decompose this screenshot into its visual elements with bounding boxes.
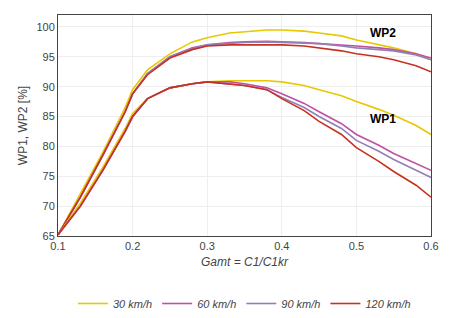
svg-text:95: 95 [43, 51, 55, 63]
svg-text:30 km/h: 30 km/h [113, 298, 152, 310]
svg-text:0.1: 0.1 [50, 240, 65, 252]
svg-text:0.3: 0.3 [200, 240, 215, 252]
svg-text:WP2: WP2 [370, 26, 396, 40]
svg-text:70: 70 [43, 200, 55, 212]
svg-text:80: 80 [43, 140, 55, 152]
svg-text:75: 75 [43, 170, 55, 182]
svg-text:0.6: 0.6 [423, 240, 438, 252]
svg-text:90: 90 [43, 81, 55, 93]
svg-text:100: 100 [36, 21, 54, 33]
svg-text:65: 65 [43, 230, 55, 242]
svg-text:WP1, WP2 [%]: WP1, WP2 [%] [16, 86, 30, 165]
svg-text:WP1: WP1 [370, 112, 396, 126]
svg-text:Gamt = C1/C1kr: Gamt = C1/C1kr [201, 255, 289, 269]
svg-text:120 km/h: 120 km/h [365, 298, 410, 310]
svg-text:0.2: 0.2 [125, 240, 140, 252]
svg-text:0.4: 0.4 [274, 240, 289, 252]
svg-text:60 km/h: 60 km/h [197, 298, 236, 310]
svg-text:85: 85 [43, 110, 55, 122]
svg-text:90 km/h: 90 km/h [281, 298, 320, 310]
svg-text:0.5: 0.5 [349, 240, 364, 252]
